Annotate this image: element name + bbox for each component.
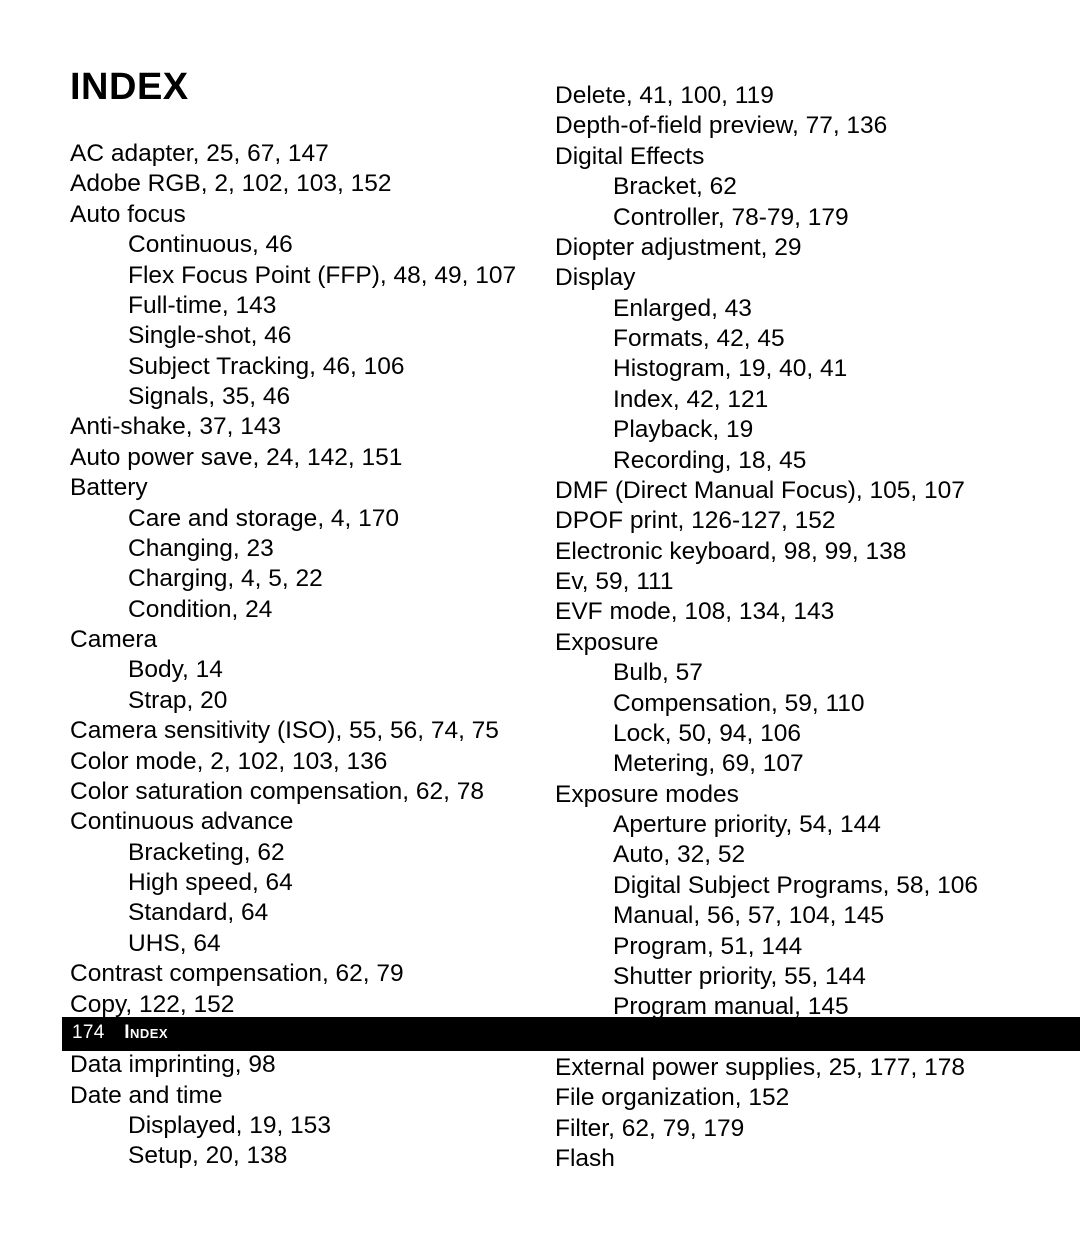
index-subentry: Aperture priority, 54, 144 xyxy=(555,810,1025,840)
index-subentry: Standard, 64 xyxy=(70,898,535,928)
index-subentry: Compensation, 59, 110 xyxy=(555,689,1025,719)
index-entry: Battery xyxy=(70,473,535,503)
index-subentry: Formats, 42, 45 xyxy=(555,324,1025,354)
index-subentry: Controller, 78-79, 179 xyxy=(555,203,1025,233)
index-subentry: Changing, 23 xyxy=(70,534,535,564)
index-entry: AC adapter, 25, 67, 147 xyxy=(70,139,535,169)
index-entry: Diopter adjustment, 29 xyxy=(555,233,1025,263)
index-subentry: Bulb, 57 xyxy=(555,658,1025,688)
index-entry: Exposure modes xyxy=(555,780,1025,810)
index-entry: Adobe RGB, 2, 102, 103, 152 xyxy=(70,169,535,199)
index-subentry: Histogram, 19, 40, 41 xyxy=(555,354,1025,384)
index-subentry: Charging, 4, 5, 22 xyxy=(70,564,535,594)
index-entry: Contrast compensation, 62, 79 xyxy=(70,959,535,989)
index-entry: Data imprinting, 98 xyxy=(70,1050,535,1080)
index-page: INDEX AC adapter, 25, 67, 147Adobe RGB, … xyxy=(0,0,1080,1080)
index-column-2: Delete, 41, 100, 119Depth-of-field previ… xyxy=(555,81,1025,1175)
index-entry: Anti-shake, 37, 143 xyxy=(70,412,535,442)
index-columns: AC adapter, 25, 67, 147Adobe RGB, 2, 102… xyxy=(70,139,1010,1233)
index-subentry: Subject Tracking, 46, 106 xyxy=(70,352,535,382)
index-subentry: Program, 51, 144 xyxy=(555,932,1025,962)
index-entry: Electronic keyboard, 98, 99, 138 xyxy=(555,537,1025,567)
page-footer: 174 Index xyxy=(72,1022,168,1044)
index-subentry: Single-shot, 46 xyxy=(70,321,535,351)
index-subentry: Full-time, 143 xyxy=(70,291,535,321)
index-entry: Filter, 62, 79, 179 xyxy=(555,1114,1025,1144)
index-subentry: Care and storage, 4, 170 xyxy=(70,504,535,534)
index-subentry: Condition, 24 xyxy=(70,595,535,625)
index-subentry: Index, 42, 121 xyxy=(555,385,1025,415)
index-entry: DMF (Direct Manual Focus), 105, 107 xyxy=(555,476,1025,506)
index-subentry: Shutter priority, 55, 144 xyxy=(555,962,1025,992)
index-subentry: Body, 14 xyxy=(70,655,535,685)
index-entry: External power supplies, 25, 177, 178 xyxy=(555,1053,1025,1083)
index-entry: Depth-of-field preview, 77, 136 xyxy=(555,111,1025,141)
index-entry: Color saturation compensation, 62, 78 xyxy=(70,777,535,807)
index-entry: Camera xyxy=(70,625,535,655)
index-entry: Ev, 59, 111 xyxy=(555,567,1025,597)
index-entry: EVF mode, 108, 134, 143 xyxy=(555,597,1025,627)
index-column-1: AC adapter, 25, 67, 147Adobe RGB, 2, 102… xyxy=(70,139,535,1233)
index-subentry: Signals, 35, 46 xyxy=(70,382,535,412)
index-subentry: Displayed, 19, 153 xyxy=(70,1111,535,1141)
index-entry: Digital Effects xyxy=(555,142,1025,172)
index-entry: Date and time xyxy=(70,1081,535,1111)
index-subentry: Continuous, 46 xyxy=(70,230,535,260)
index-subentry: Manual, 56, 57, 104, 145 xyxy=(555,901,1025,931)
index-entry: Color mode, 2, 102, 103, 136 xyxy=(70,747,535,777)
index-subentry: Auto, 32, 52 xyxy=(555,840,1025,870)
index-subentry: Playback, 19 xyxy=(555,415,1025,445)
index-subentry: High speed, 64 xyxy=(70,868,535,898)
index-subentry: Bracket, 62 xyxy=(555,172,1025,202)
footer-strip xyxy=(62,1017,1080,1051)
index-entry: Display xyxy=(555,263,1025,293)
index-entry: Camera sensitivity (ISO), 55, 56, 74, 75 xyxy=(70,716,535,746)
index-subentry: Lock, 50, 94, 106 xyxy=(555,719,1025,749)
index-subentry: Bracketing, 62 xyxy=(70,838,535,868)
index-subentry: Enlarged, 43 xyxy=(555,294,1025,324)
index-subentry: Metering, 69, 107 xyxy=(555,749,1025,779)
index-entry: Delete, 41, 100, 119 xyxy=(555,81,1025,111)
index-subentry: Recording, 18, 45 xyxy=(555,446,1025,476)
index-entry: Copy, 122, 152 xyxy=(70,990,535,1020)
index-entry: Exposure xyxy=(555,628,1025,658)
index-entry: Flash xyxy=(555,1144,1025,1174)
index-entry: Continuous advance xyxy=(70,807,535,837)
index-subentry: Strap, 20 xyxy=(70,686,535,716)
index-subentry: Digital Subject Programs, 58, 106 xyxy=(555,871,1025,901)
index-subentry: UHS, 64 xyxy=(70,929,535,959)
index-entry: File organization, 152 xyxy=(555,1083,1025,1113)
index-entry: Auto focus xyxy=(70,200,535,230)
footer-section: Index xyxy=(124,1022,168,1043)
index-entry: Auto power save, 24, 142, 151 xyxy=(70,443,535,473)
index-subentry: Flex Focus Point (FFP), 48, 49, 107 xyxy=(70,261,535,291)
index-entry: DPOF print, 126-127, 152 xyxy=(555,506,1025,536)
page-number: 174 xyxy=(72,1022,105,1043)
index-subentry: Setup, 20, 138 xyxy=(70,1141,535,1171)
